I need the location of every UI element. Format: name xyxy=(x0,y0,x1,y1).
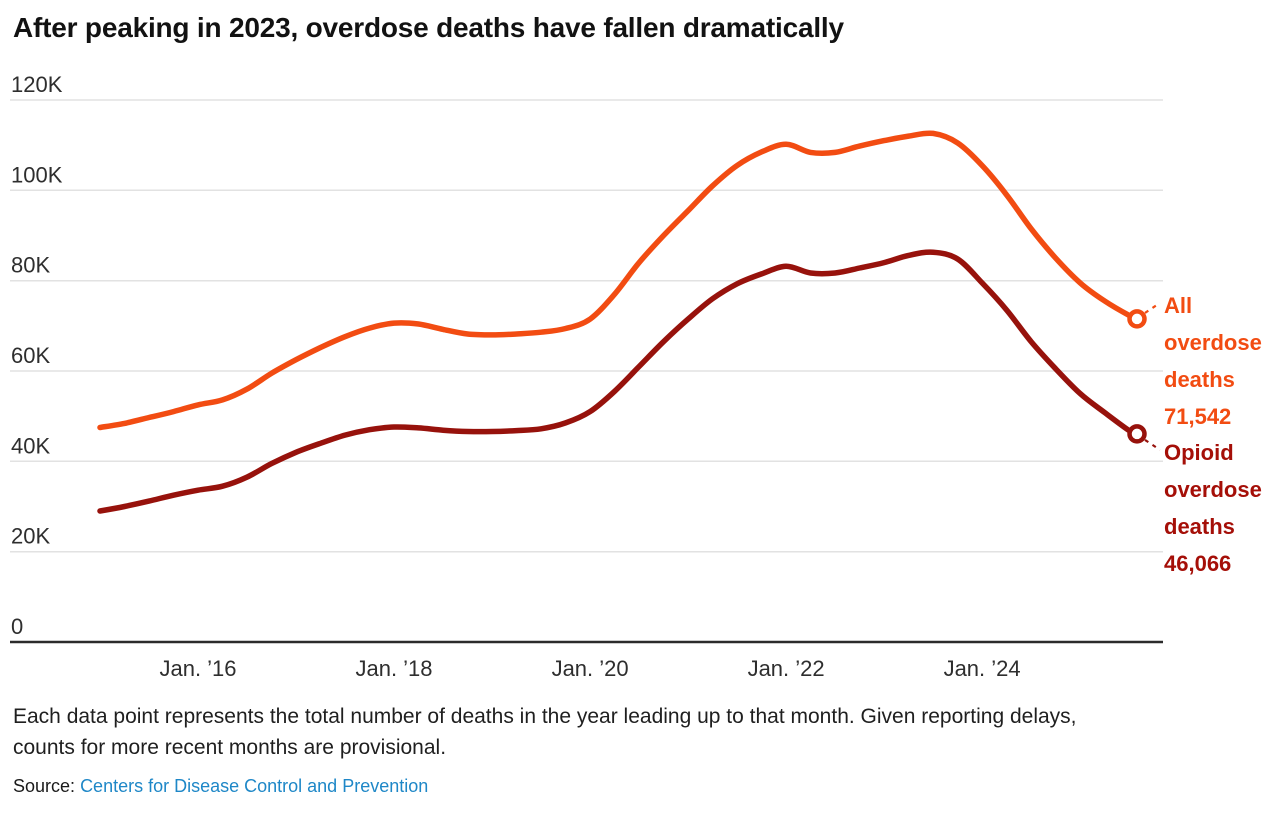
all-overdose-annotation-line: overdose xyxy=(1164,330,1262,355)
x-axis-tick-label: Jan. ’22 xyxy=(748,656,825,681)
source-link[interactable]: Centers for Disease Control and Preventi… xyxy=(80,776,429,796)
line-chart: 0 20K 40K 60K 80K 100K 120K Jan. ’16 Jan. ’18 Jan… xyxy=(10,72,1163,681)
x-axis-tick-label: Jan. ’18 xyxy=(355,656,432,681)
opioid-overdose-annotation: Opioid overdose deaths 46,066 xyxy=(1164,434,1286,582)
opioid-overdose-endpoint-marker xyxy=(1127,424,1147,444)
y-axis-tick-label: 60K xyxy=(11,343,50,368)
y-axis-tick-label: 120K xyxy=(11,72,63,97)
y-axis-tick-label: 20K xyxy=(11,524,50,549)
footnote-line-1: Each data point represents the total num… xyxy=(13,705,1077,728)
opioid-overdose-line xyxy=(97,249,1140,514)
all-overdose-annotation-value: 71,542 xyxy=(1164,404,1232,429)
source-line: Source: Centers for Disease Control and … xyxy=(13,776,1263,797)
chart-footnote: Each data point represents the total num… xyxy=(13,701,1263,763)
all-overdose-annotation-line: deaths xyxy=(1164,367,1235,392)
source-label: Source: xyxy=(13,776,76,796)
opioid-overdose-leader-dash xyxy=(1144,438,1161,451)
opioid-overdose-annotation-value: 46,066 xyxy=(1164,551,1232,576)
opioid-overdose-annotation-line: Opioid xyxy=(1164,440,1234,465)
all-overdose-line xyxy=(97,130,1140,431)
all-overdose-endpoint-marker xyxy=(1127,309,1147,329)
footnote-line-2: counts for more recent months are provis… xyxy=(13,736,447,759)
y-axis-tick-label: 80K xyxy=(11,253,50,278)
all-overdose-annotation: All overdose deaths 71,542 xyxy=(1164,287,1286,435)
opioid-overdose-annotation-line: deaths xyxy=(1164,514,1235,539)
x-axis-tick-label: Jan. ’16 xyxy=(159,656,236,681)
x-axis-tick-label: Jan. ’20 xyxy=(552,656,629,681)
all-overdose-annotation-line: All xyxy=(1164,293,1193,318)
x-axis-tick-label: Jan. ’24 xyxy=(944,656,1021,681)
y-axis-tick-label: 40K xyxy=(11,433,50,458)
chart-canvas: 0 20K 40K 60K 80K 100K 120K Jan. ’16 Jan. ’18 Jan… xyxy=(10,72,1163,681)
opioid-overdose-annotation-line: overdose xyxy=(1164,477,1262,502)
y-axis-tick-label: 0 xyxy=(11,614,23,639)
chart-title: After peaking in 2023, overdose deaths h… xyxy=(13,12,844,43)
all-overdose-leader-dash xyxy=(1144,301,1161,314)
y-axis-tick-label: 100K xyxy=(11,162,63,187)
